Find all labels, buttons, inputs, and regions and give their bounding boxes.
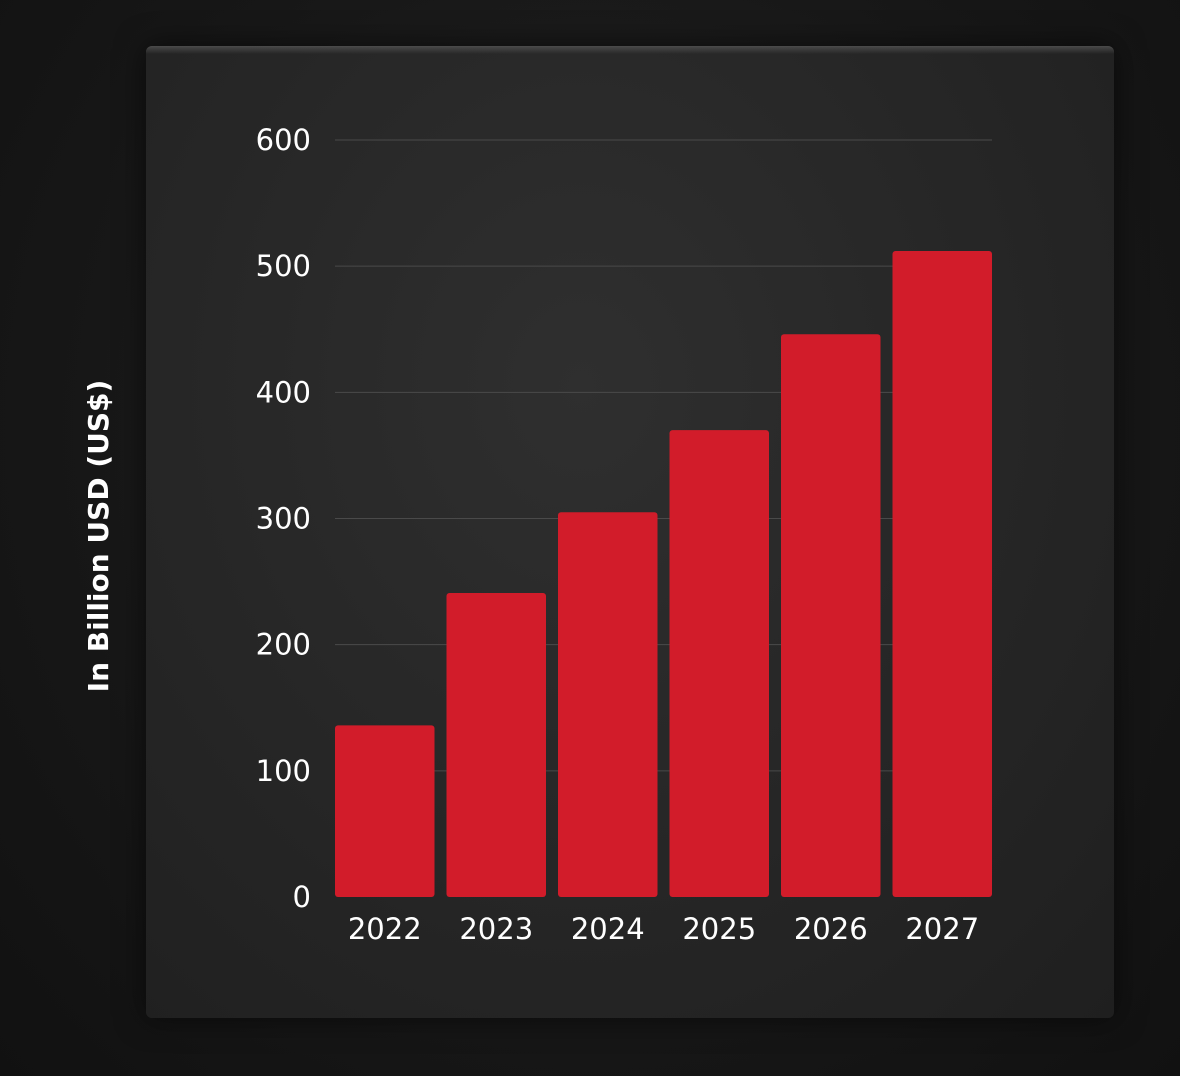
x-tick-label: 2026 [794, 912, 868, 946]
x-tick-label: 2022 [348, 912, 422, 946]
gridlines [335, 139, 992, 772]
bar-2025 [669, 430, 769, 897]
x-tick-label: 2027 [905, 912, 979, 946]
bar-2027 [892, 251, 992, 897]
y-tick-label: 300 [256, 502, 311, 536]
x-tick-label: 2024 [571, 912, 645, 946]
y-tick-label: 600 [256, 123, 311, 157]
chart-panel-edge [146, 46, 1114, 54]
y-tick-label: 500 [256, 249, 311, 283]
x-tick-label: 2023 [459, 912, 533, 946]
y-tick-label: 100 [256, 754, 311, 788]
y-tick-label: 400 [256, 375, 311, 409]
x-axis-ticks: 2022 2023 2024 2025 2026 2027 [348, 912, 979, 946]
bar-2022 [335, 725, 435, 897]
bar-2026 [781, 334, 881, 898]
bar-2024 [558, 512, 658, 897]
y-tick-label: 200 [256, 628, 311, 662]
y-axis-ticks: 0 100 200 300 400 500 600 [256, 123, 311, 914]
bar-2023 [446, 592, 546, 897]
y-axis-title: In Billion USD (US$) [82, 380, 115, 693]
y-tick-label: 0 [293, 880, 311, 914]
x-tick-label: 2025 [682, 912, 756, 946]
bars [335, 251, 992, 898]
